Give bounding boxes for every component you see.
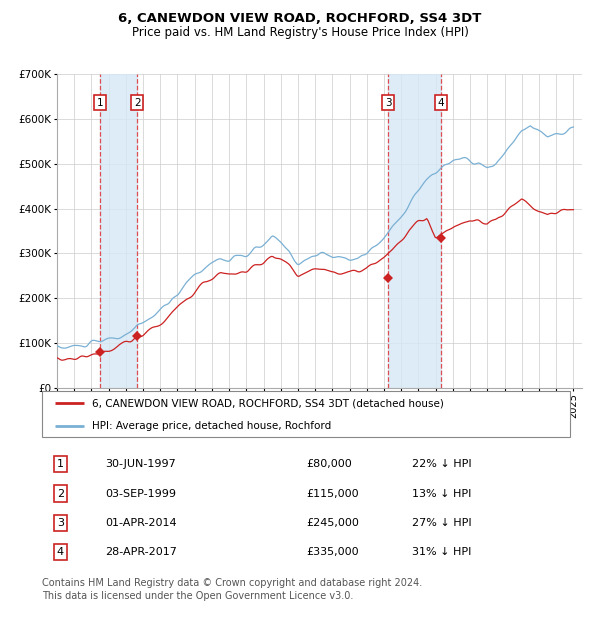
Text: 01-APR-2014: 01-APR-2014 bbox=[106, 518, 177, 528]
Text: 1: 1 bbox=[57, 459, 64, 469]
Text: 4: 4 bbox=[57, 547, 64, 557]
Text: £245,000: £245,000 bbox=[306, 518, 359, 528]
Text: £115,000: £115,000 bbox=[306, 489, 359, 498]
Text: 03-SEP-1999: 03-SEP-1999 bbox=[106, 489, 176, 498]
Bar bbox=[100, 74, 137, 388]
Text: 1: 1 bbox=[97, 97, 103, 108]
Text: 2: 2 bbox=[57, 489, 64, 498]
Text: 6, CANEWDON VIEW ROAD, ROCHFORD, SS4 3DT (detached house): 6, CANEWDON VIEW ROAD, ROCHFORD, SS4 3DT… bbox=[92, 398, 444, 408]
Text: 27% ↓ HPI: 27% ↓ HPI bbox=[412, 518, 471, 528]
Text: 6, CANEWDON VIEW ROAD, ROCHFORD, SS4 3DT: 6, CANEWDON VIEW ROAD, ROCHFORD, SS4 3DT bbox=[118, 12, 482, 25]
Text: HPI: Average price, detached house, Rochford: HPI: Average price, detached house, Roch… bbox=[92, 422, 331, 432]
Text: 28-APR-2017: 28-APR-2017 bbox=[106, 547, 177, 557]
Text: £335,000: £335,000 bbox=[306, 547, 359, 557]
Text: 4: 4 bbox=[438, 97, 445, 108]
Text: 3: 3 bbox=[385, 97, 392, 108]
Text: 22% ↓ HPI: 22% ↓ HPI bbox=[412, 459, 471, 469]
Bar bbox=[388, 74, 441, 388]
Text: 2: 2 bbox=[134, 97, 140, 108]
Text: 30-JUN-1997: 30-JUN-1997 bbox=[106, 459, 176, 469]
Text: Price paid vs. HM Land Registry's House Price Index (HPI): Price paid vs. HM Land Registry's House … bbox=[131, 26, 469, 39]
Text: 3: 3 bbox=[57, 518, 64, 528]
Text: Contains HM Land Registry data © Crown copyright and database right 2024.
This d: Contains HM Land Registry data © Crown c… bbox=[42, 578, 422, 601]
Text: £80,000: £80,000 bbox=[306, 459, 352, 469]
Text: 31% ↓ HPI: 31% ↓ HPI bbox=[412, 547, 471, 557]
Text: 13% ↓ HPI: 13% ↓ HPI bbox=[412, 489, 471, 498]
